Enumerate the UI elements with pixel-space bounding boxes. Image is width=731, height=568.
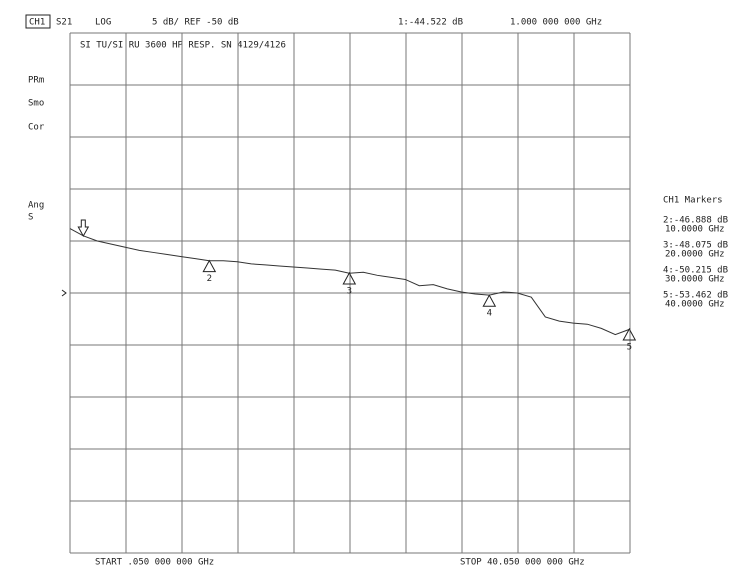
marker-freq: 20.0000 GHz bbox=[665, 250, 725, 260]
marker-label: 4 bbox=[487, 309, 492, 319]
trace bbox=[69, 228, 631, 336]
active-marker-freq: 1.000 000 000 GHz bbox=[510, 18, 602, 28]
status-label: Ang bbox=[28, 201, 44, 211]
status-label: S bbox=[28, 213, 33, 223]
marker-triangle bbox=[202, 259, 217, 273]
marker-label: 2 bbox=[207, 274, 212, 284]
active-marker: 1:-44.522 dB bbox=[398, 18, 463, 28]
marker-triangle bbox=[482, 294, 497, 307]
reference-pointer bbox=[61, 289, 67, 297]
channel-box bbox=[25, 14, 51, 29]
start-label: START .050 000 000 GHz bbox=[95, 558, 214, 568]
status-label: Smo bbox=[28, 99, 44, 109]
stop-label: STOP 40.050 000 000 GHz bbox=[460, 558, 585, 568]
status-label: Cor bbox=[28, 123, 45, 133]
marker-label: 3 bbox=[347, 286, 352, 296]
marker-freq: 40.0000 GHz bbox=[665, 300, 725, 310]
marker-readout: 3:-48.075 dB bbox=[663, 241, 728, 251]
parameter: S21 bbox=[56, 18, 72, 28]
marker-readout: 5:-53.462 dB bbox=[663, 291, 728, 301]
marker-readout: 4:-50.215 dB bbox=[663, 266, 728, 276]
title: SI TU/SI RU 3600 HP RESP. SN 4129/4126 bbox=[80, 41, 286, 51]
scale-ref: 5 dB/ REF -50 dB bbox=[152, 18, 239, 28]
marker-freq: 30.0000 GHz bbox=[665, 275, 725, 285]
marker-panel-title: CH1 Markers bbox=[663, 196, 723, 206]
marker-triangle bbox=[342, 271, 357, 285]
channel: CH1 bbox=[29, 18, 45, 28]
marker-label: 5 bbox=[627, 343, 632, 353]
marker-freq: 10.0000 GHz bbox=[665, 225, 725, 235]
marker-readout: 2:-46.888 dB bbox=[663, 216, 728, 226]
active-marker-arrow bbox=[77, 219, 90, 238]
status-label: PRm bbox=[28, 76, 44, 86]
format: LOG bbox=[95, 18, 111, 28]
marker-triangle bbox=[622, 327, 637, 341]
